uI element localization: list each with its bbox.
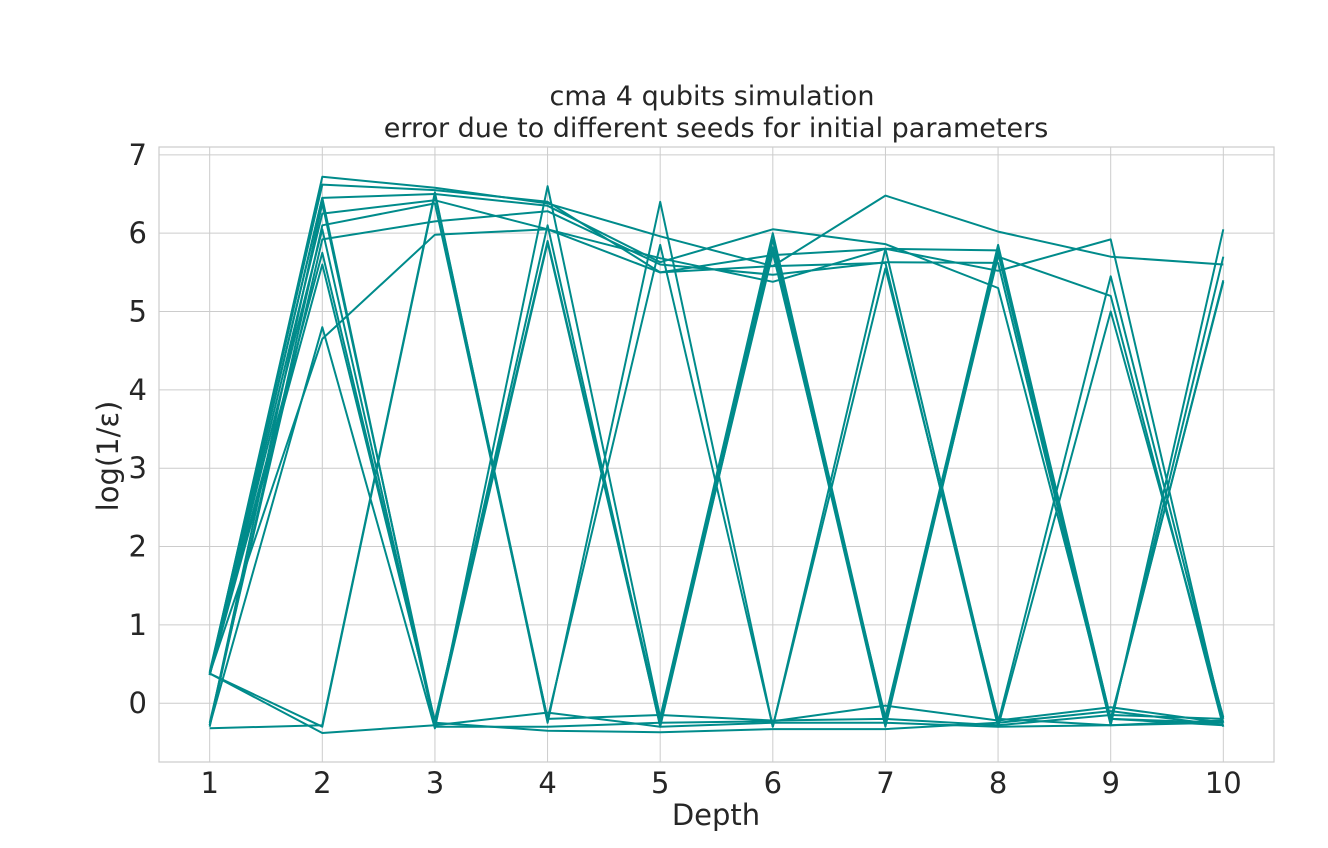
series-line-13 (209, 672, 1224, 734)
chart-subtitle: error due to different seeds for initial… (384, 113, 1049, 144)
x-tick-label: 7 (876, 766, 894, 800)
x-tick-label: 9 (1101, 766, 1119, 800)
x-tick-label: 6 (764, 766, 782, 800)
y-tick-label: 4 (129, 373, 147, 407)
x-tick-labels: 1 2 3 4 5 6 7 8 9 10 (200, 766, 1241, 800)
x-axis-label: Depth (672, 798, 760, 832)
y-tick-label: 5 (129, 295, 147, 329)
series-line-15 (208, 196, 1224, 728)
x-tick-label: 1 (200, 766, 218, 800)
y-tick-label: 0 (129, 686, 147, 720)
grid (159, 147, 1274, 762)
x-tick-label: 3 (426, 766, 444, 800)
x-tick-label: 5 (651, 766, 669, 800)
y-tick-labels: 0 1 2 3 4 5 6 7 (129, 138, 147, 720)
series-line-11 (208, 185, 1225, 730)
series-group (208, 175, 1225, 734)
x-tick-label: 2 (313, 766, 331, 800)
y-tick-label: 3 (129, 451, 147, 485)
y-tick-label: 7 (129, 138, 147, 172)
series-line-16 (208, 202, 1224, 727)
y-tick-label: 6 (129, 216, 147, 250)
x-tick-label: 10 (1205, 766, 1242, 800)
y-tick-label: 1 (129, 608, 147, 642)
series-line-1 (208, 175, 1224, 674)
chart-title: cma 4 qubits simulation (550, 81, 875, 112)
plot-frame (158, 146, 1275, 763)
series-line-6 (208, 228, 1225, 728)
y-tick-label: 2 (129, 530, 147, 564)
y-axis-label: log(1/ε) (91, 401, 125, 512)
x-tick-label: 8 (989, 766, 1007, 800)
x-tick-label: 4 (538, 766, 556, 800)
